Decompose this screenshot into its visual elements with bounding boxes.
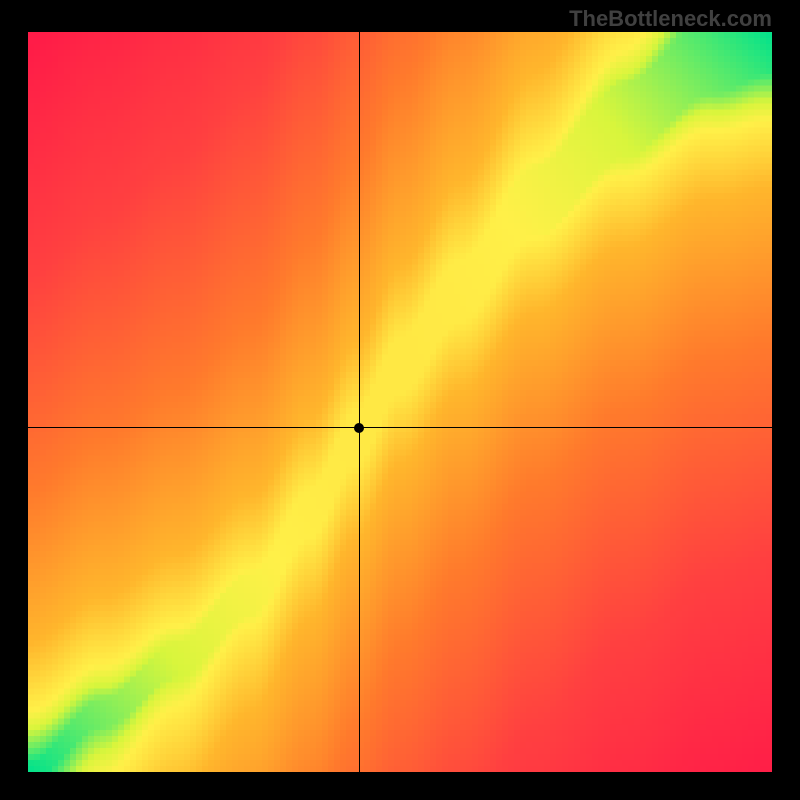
crosshair-horizontal-line bbox=[28, 427, 772, 428]
bottleneck-heatmap bbox=[28, 32, 772, 772]
crosshair-marker-dot bbox=[354, 423, 364, 433]
watermark-text: TheBottleneck.com bbox=[569, 6, 772, 32]
crosshair-vertical-line bbox=[359, 32, 360, 772]
